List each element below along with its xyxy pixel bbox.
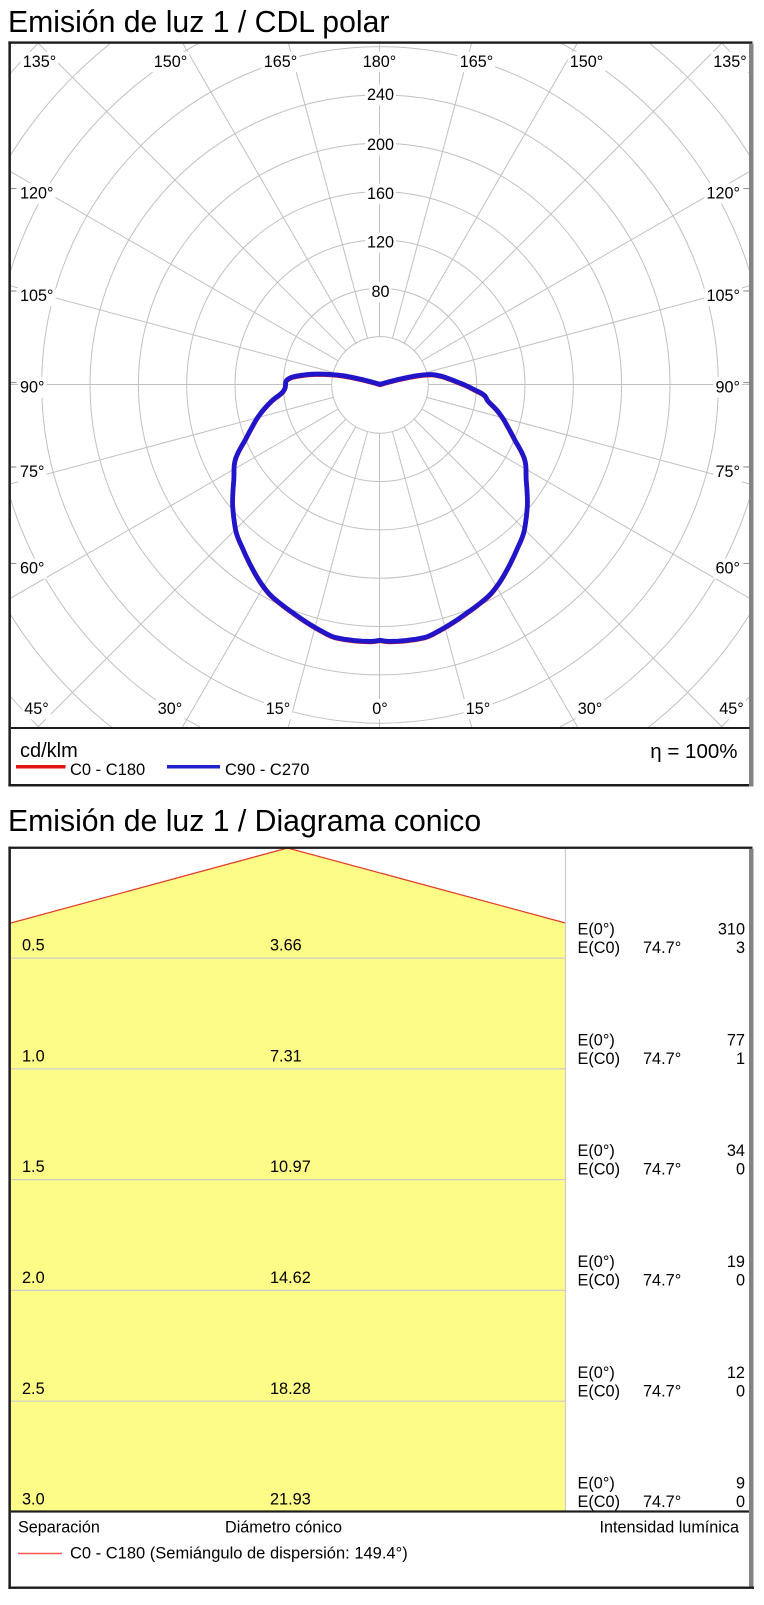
svg-text:74.7°: 74.7° (643, 1272, 681, 1290)
svg-text:105°: 105° (20, 287, 53, 305)
svg-text:150°: 150° (570, 53, 603, 71)
svg-text:74.7°: 74.7° (643, 1382, 681, 1400)
svg-text:0: 0 (736, 1161, 745, 1179)
svg-text:3.0: 3.0 (22, 1491, 45, 1509)
svg-text:E(0°): E(0°) (578, 1364, 615, 1382)
svg-text:60°: 60° (20, 560, 44, 578)
svg-text:E(C0): E(C0) (578, 939, 621, 957)
svg-text:21.93: 21.93 (270, 1491, 311, 1509)
svg-text:3.66: 3.66 (270, 937, 302, 955)
svg-text:74.7°: 74.7° (643, 939, 681, 957)
svg-text:74.7°: 74.7° (643, 1493, 681, 1511)
svg-text:165°: 165° (460, 53, 493, 71)
svg-text:E(C0): E(C0) (578, 1493, 621, 1511)
svg-text:90°: 90° (716, 379, 740, 397)
svg-text:2.0: 2.0 (22, 1269, 45, 1287)
svg-text:75°: 75° (20, 463, 44, 481)
svg-text:0.5: 0.5 (22, 937, 45, 955)
svg-text:Separación: Separación (18, 1519, 100, 1537)
svg-text:240: 240 (367, 86, 394, 104)
svg-text:E(0°): E(0°) (578, 1032, 615, 1050)
svg-text:135°: 135° (23, 53, 56, 71)
svg-text:E(0°): E(0°) (578, 1475, 615, 1493)
svg-text:Diámetro cónico: Diámetro cónico (225, 1519, 342, 1537)
svg-text:C0 - C180 (Semiángulo de dispe: C0 - C180 (Semiángulo de dispersión: 149… (70, 1545, 408, 1563)
svg-text:310: 310 (718, 921, 745, 939)
svg-text:135°: 135° (713, 53, 746, 71)
svg-text:Emisión de luz 1 / Diagrama co: Emisión de luz 1 / Diagrama conico (8, 805, 481, 838)
svg-text:E(C0): E(C0) (578, 1382, 621, 1400)
svg-text:15°: 15° (466, 700, 490, 718)
svg-text:cd/klm: cd/klm (20, 740, 78, 762)
svg-text:12: 12 (727, 1364, 745, 1382)
svg-text:3: 3 (736, 939, 745, 957)
svg-text:19: 19 (727, 1253, 745, 1271)
svg-text:75°: 75° (716, 463, 740, 481)
svg-text:0: 0 (736, 1272, 745, 1290)
svg-text:180°: 180° (363, 53, 396, 71)
svg-text:14.62: 14.62 (270, 1269, 311, 1287)
svg-text:E(C0): E(C0) (578, 1272, 621, 1290)
svg-text:105°: 105° (707, 287, 740, 305)
svg-text:0°: 0° (372, 700, 387, 718)
svg-text:2.5: 2.5 (22, 1380, 45, 1398)
svg-text:9: 9 (736, 1475, 745, 1493)
svg-text:200: 200 (367, 136, 394, 154)
svg-text:7.31: 7.31 (270, 1048, 302, 1066)
svg-text:120°: 120° (707, 185, 740, 203)
svg-text:1.0: 1.0 (22, 1048, 45, 1066)
svg-text:60°: 60° (716, 560, 740, 578)
svg-text:120: 120 (367, 234, 394, 252)
svg-text:E(0°): E(0°) (578, 1142, 615, 1160)
svg-text:10.97: 10.97 (270, 1158, 311, 1176)
svg-text:0: 0 (736, 1382, 745, 1400)
svg-text:160: 160 (367, 185, 394, 203)
svg-text:80: 80 (371, 283, 389, 301)
svg-text:15°: 15° (266, 700, 290, 718)
svg-text:18.28: 18.28 (270, 1380, 311, 1398)
svg-text:C90 - C270: C90 - C270 (225, 761, 309, 779)
svg-text:Emisión de luz 1 / CDL polar: Emisión de luz 1 / CDL polar (8, 6, 389, 39)
svg-text:90°: 90° (20, 379, 44, 397)
svg-text:η = 100%: η = 100% (650, 740, 737, 763)
svg-text:C0 - C180: C0 - C180 (70, 761, 145, 779)
svg-text:120°: 120° (20, 185, 53, 203)
svg-text:1.5: 1.5 (22, 1158, 45, 1176)
svg-text:E(C0): E(C0) (578, 1050, 621, 1068)
svg-text:74.7°: 74.7° (643, 1050, 681, 1068)
svg-text:165°: 165° (264, 53, 297, 71)
svg-text:30°: 30° (158, 700, 182, 718)
svg-text:Intensidad lumínica: Intensidad lumínica (600, 1519, 739, 1537)
svg-text:1: 1 (736, 1050, 745, 1068)
svg-text:74.7°: 74.7° (643, 1161, 681, 1179)
svg-text:E(C0): E(C0) (578, 1161, 621, 1179)
svg-text:77: 77 (727, 1032, 745, 1050)
svg-text:150°: 150° (154, 53, 187, 71)
svg-text:E(0°): E(0°) (578, 1253, 615, 1271)
svg-text:34: 34 (727, 1142, 745, 1160)
svg-text:45°: 45° (24, 700, 48, 718)
svg-text:0: 0 (736, 1493, 745, 1511)
svg-text:45°: 45° (719, 700, 743, 718)
svg-text:E(0°): E(0°) (578, 921, 615, 939)
svg-text:30°: 30° (578, 700, 602, 718)
